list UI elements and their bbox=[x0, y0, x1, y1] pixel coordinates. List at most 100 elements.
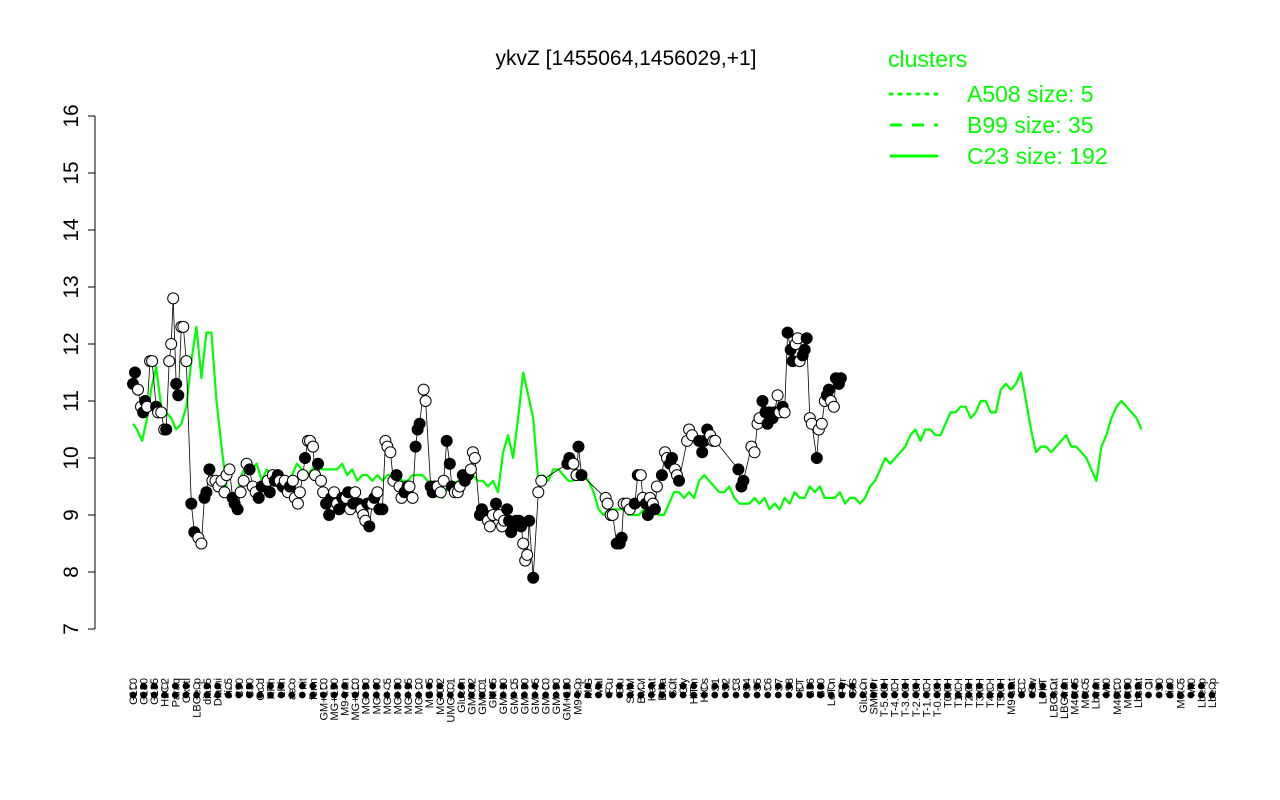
data-point bbox=[172, 389, 185, 402]
data-point bbox=[517, 537, 530, 550]
x-marker bbox=[425, 691, 433, 699]
x-marker bbox=[267, 691, 274, 699]
x-marker bbox=[521, 682, 528, 690]
x-marker bbox=[1071, 691, 1078, 699]
data-point bbox=[167, 292, 180, 305]
x-marker bbox=[1081, 682, 1089, 690]
x-marker bbox=[944, 682, 951, 690]
x-marker bbox=[1187, 682, 1195, 690]
data-point bbox=[737, 474, 750, 487]
x-marker bbox=[499, 682, 507, 690]
x-marker bbox=[203, 682, 211, 690]
x-marker bbox=[351, 682, 359, 690]
data-point bbox=[243, 463, 256, 476]
data-point bbox=[165, 338, 178, 350]
x-marker bbox=[722, 682, 729, 690]
data-point bbox=[170, 377, 183, 390]
data-point bbox=[437, 474, 450, 487]
x-marker bbox=[182, 682, 190, 690]
x-marker bbox=[309, 691, 317, 699]
x-marker bbox=[319, 691, 327, 699]
point-connector bbox=[132, 298, 842, 578]
x-marker bbox=[690, 691, 698, 699]
x-marker bbox=[954, 691, 962, 699]
data-point bbox=[286, 474, 299, 487]
x-marker bbox=[827, 682, 835, 690]
x-tick-label-group: G150G180G135H2O2ParaqOxctlLBGexpdia15Dia… bbox=[128, 677, 1219, 722]
data-point bbox=[132, 383, 144, 396]
x-marker bbox=[351, 691, 359, 699]
x-marker bbox=[394, 682, 401, 690]
x-marker bbox=[605, 682, 613, 690]
x-marker bbox=[669, 682, 676, 690]
x-marker bbox=[235, 691, 243, 699]
x-marker bbox=[341, 682, 349, 690]
x-marker bbox=[1134, 691, 1142, 699]
data-point bbox=[384, 446, 397, 459]
data-point bbox=[371, 486, 384, 499]
x-marker bbox=[330, 682, 338, 690]
x-marker bbox=[764, 691, 772, 699]
x-marker bbox=[870, 691, 877, 699]
data-point bbox=[732, 463, 745, 476]
x-marker bbox=[288, 682, 296, 690]
x-marker bbox=[1007, 682, 1015, 690]
x-marker bbox=[1018, 682, 1025, 690]
x-marker bbox=[1176, 691, 1184, 699]
x-marker bbox=[298, 691, 306, 699]
x-marker bbox=[722, 691, 729, 699]
x-marker bbox=[224, 691, 232, 699]
x-marker bbox=[542, 691, 549, 699]
data-point bbox=[781, 326, 794, 339]
data-point bbox=[798, 343, 811, 356]
data-point bbox=[648, 503, 661, 516]
data-point bbox=[328, 486, 341, 499]
y-tick-label: 16 bbox=[60, 104, 83, 127]
y-tick-label: 15 bbox=[60, 161, 83, 184]
x-marker bbox=[859, 682, 867, 690]
x-marker bbox=[468, 691, 475, 699]
data-point bbox=[223, 463, 236, 476]
y-tick-label: 9 bbox=[60, 509, 83, 521]
x-marker bbox=[1113, 691, 1121, 699]
data-point bbox=[129, 366, 141, 379]
x-marker bbox=[1102, 682, 1110, 690]
data-point bbox=[443, 457, 456, 470]
x-marker bbox=[658, 682, 666, 690]
x-marker bbox=[1007, 691, 1015, 699]
data-point bbox=[349, 486, 362, 499]
x-marker bbox=[415, 691, 423, 699]
legend-label-b99: B99 size: 35 bbox=[967, 112, 1094, 138]
data-point bbox=[376, 503, 389, 516]
data-point bbox=[523, 514, 536, 527]
legend-title: clusters bbox=[888, 46, 967, 72]
data-point bbox=[252, 491, 265, 504]
x-marker bbox=[457, 691, 465, 699]
x-marker bbox=[827, 691, 835, 699]
data-point bbox=[815, 417, 828, 430]
x-marker bbox=[796, 682, 803, 690]
data-point bbox=[413, 417, 426, 430]
x-marker bbox=[341, 691, 349, 699]
x-marker bbox=[647, 691, 655, 699]
x-marker bbox=[912, 691, 920, 699]
x-marker bbox=[806, 691, 814, 699]
x-marker bbox=[214, 682, 222, 690]
x-marker bbox=[394, 691, 401, 699]
data-point bbox=[390, 469, 403, 482]
x-marker bbox=[1198, 691, 1205, 699]
x-marker bbox=[743, 682, 750, 690]
data-point bbox=[312, 457, 324, 470]
x-marker bbox=[1166, 682, 1174, 690]
x-marker bbox=[277, 682, 285, 690]
x-marker bbox=[1145, 691, 1152, 699]
x-marker bbox=[129, 682, 137, 690]
data-point bbox=[484, 520, 496, 533]
data-point bbox=[572, 440, 585, 453]
x-marker bbox=[182, 691, 190, 699]
x-marker bbox=[245, 691, 253, 699]
x-marker bbox=[796, 691, 803, 699]
x-marker bbox=[743, 691, 750, 699]
data-point bbox=[709, 434, 722, 447]
